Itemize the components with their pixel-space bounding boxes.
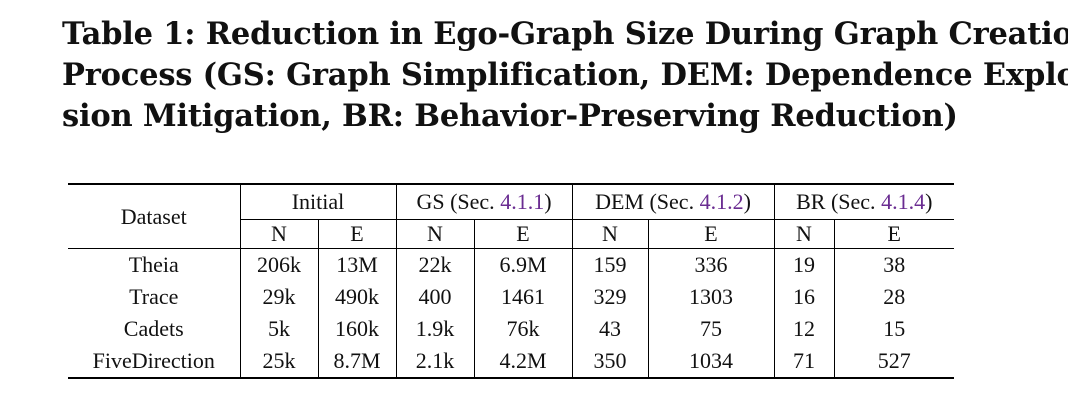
sub-header-e: E [887, 221, 901, 246]
table-caption: Table 1: Reduction in Ego-Graph Size Dur… [62, 14, 1068, 137]
node-count-cell: 5k [240, 313, 319, 345]
table-row: Trace 29k 490k 400 1461 329 1303 16 28 [68, 281, 954, 313]
sub-header-e: E [648, 219, 775, 249]
edge-count-cell: 1303 [648, 281, 775, 313]
node-count-cell: 329 [572, 281, 649, 313]
dataset-name-cell: Trace [68, 281, 241, 313]
table-row: Cadets 5k 160k 1.9k 76k 43 75 12 15 [68, 313, 954, 345]
edge-count-cell: 15 [883, 316, 906, 341]
node-count-cell: 400 [396, 281, 475, 313]
sub-header-n: N [396, 219, 475, 249]
caption-line: Process (GS: Graph Simplification, DEM: … [62, 57, 1068, 93]
sub-header-e: E [474, 219, 573, 249]
edge-count-cell: 75 [648, 313, 775, 345]
edge-count-cell: 13M [318, 248, 397, 281]
section-ref-link[interactable]: 4.1.4 [881, 189, 926, 214]
edge-count-cell: 38 [834, 248, 954, 281]
caption-line: Table 1: Reduction in Ego-Graph Size Dur… [62, 16, 1068, 52]
edge-count-cell: 4.2M [474, 345, 573, 379]
node-count-cell: 25k [240, 345, 319, 379]
group-header-dem: DEM (Sec. 4.1.2) [572, 183, 775, 220]
sub-header-n: N [774, 219, 835, 249]
dataset-name-cell: Cadets [68, 313, 241, 345]
edge-count-cell: 1034 [648, 345, 775, 379]
edge-count-cell: 6.9M [474, 248, 573, 281]
node-count-cell: 12 [774, 313, 835, 345]
table-row: FiveDirection 25k 8.7M 2.1k 4.2M 350 1034 71 527 [68, 345, 954, 379]
edge-count-cell: 76k [474, 313, 573, 345]
node-count-cell: 16 [774, 281, 835, 313]
node-count-cell: 19 [774, 248, 835, 281]
edge-count-cell: 160k [318, 313, 397, 345]
edge-count-cell: 28 [883, 284, 906, 309]
dataset-header: Dataset [68, 183, 241, 249]
node-count-cell: 206k [240, 248, 319, 281]
node-count-cell: 159 [572, 248, 649, 281]
node-count-cell: 22k [396, 248, 475, 281]
sub-header-n: N [572, 219, 649, 249]
table-row: Theia 206k 13M 22k 6.9M 159 336 19 38 [68, 248, 954, 281]
node-count-cell: 350 [572, 345, 649, 379]
edge-count-cell: 490k [318, 281, 397, 313]
sub-header-n: N [240, 219, 319, 249]
dataset-name-cell: FiveDirection [68, 345, 241, 379]
caption-line: sion Mitigation, BR: Behavior-Preserving… [62, 98, 958, 134]
node-count-cell: 71 [774, 345, 835, 379]
sub-header-e: E [318, 219, 397, 249]
reduction-table: Dataset Initial GS (Sec. 4.1.1) DEM (Sec… [68, 183, 954, 379]
section-ref-link[interactable]: 4.1.2 [699, 189, 744, 214]
edge-count-cell: 1461 [474, 281, 573, 313]
node-count-cell: 29k [240, 281, 319, 313]
edge-count-cell: 8.7M [318, 345, 397, 379]
node-count-cell: 43 [572, 313, 649, 345]
group-header-initial: Initial [240, 183, 397, 220]
node-count-cell: 2.1k [396, 345, 475, 379]
edge-count-cell: 336 [648, 248, 775, 281]
section-ref-link[interactable]: 4.1.1 [500, 189, 545, 214]
group-header-br: BR (Sec. 4.1.4) [774, 183, 954, 220]
node-count-cell: 1.9k [396, 313, 475, 345]
dataset-name-cell: Theia [68, 248, 241, 281]
edge-count-cell: 527 [834, 345, 954, 379]
group-header-gs: GS (Sec. 4.1.1) [396, 183, 573, 220]
